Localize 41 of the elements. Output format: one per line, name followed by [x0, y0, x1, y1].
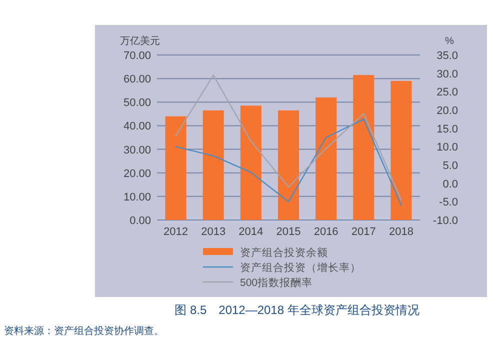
y-tick-label: 50.00: [123, 97, 151, 110]
y2-tick-label: -5.0: [439, 196, 458, 209]
y-tick-label: 70.00: [123, 50, 151, 62]
line-series: [175, 74, 402, 200]
y-tick-label: 60.00: [123, 74, 151, 86]
bar: [240, 106, 262, 220]
bar: [353, 75, 374, 220]
legend-label: 资产组合投资（增长率）: [240, 261, 361, 274]
bar: [390, 80, 412, 220]
bar: [165, 116, 186, 220]
legend-label: 500指数报酬率: [240, 276, 313, 289]
y-tick-label: 20.00: [123, 168, 151, 180]
text: 资料来源：资产组合投资协作调查。: [4, 325, 164, 337]
y-tick-label: 30.00: [123, 144, 151, 156]
x-tick-label: 2016: [314, 226, 338, 238]
y2-tick-label: 20.0: [436, 105, 458, 117]
y2-tick-label: 35.0: [436, 50, 458, 62]
y2-tick-label: 25.0: [436, 86, 458, 99]
y-tick-label: 0.00: [130, 215, 151, 227]
x-tick-label: 2014: [238, 226, 264, 238]
x-tick-label: 2018: [388, 226, 414, 238]
y2-tick-label: 15.0: [436, 123, 458, 136]
y2-tick-label: 30.0: [436, 68, 458, 80]
y2-tick-label: 10.0: [436, 142, 458, 154]
bar: [202, 110, 224, 220]
y-tick-label: 10.00: [123, 191, 151, 204]
y2-axis-title: %: [445, 36, 454, 47]
x-tick-label: 2013: [201, 226, 226, 238]
y2-tick-label: -10.0: [432, 215, 458, 227]
y-tick-label: 40.00: [123, 120, 151, 133]
text: 图 8.5 2012—2018 年全球资产组合投资情况: [174, 303, 420, 317]
x-tick-label: 2012: [164, 226, 188, 238]
x-tick-label: 2015: [276, 226, 301, 238]
bar: [316, 97, 337, 220]
y-axis-title: 万亿美元: [120, 35, 160, 47]
y2-tick-label: 5.0: [442, 160, 458, 172]
legend-label: 资产组合投资余额: [240, 246, 328, 259]
x-tick-label: 2017: [351, 226, 376, 238]
y2-tick-label: 0.0: [442, 178, 458, 190]
line-series: [175, 118, 402, 206]
bar: [278, 110, 300, 220]
